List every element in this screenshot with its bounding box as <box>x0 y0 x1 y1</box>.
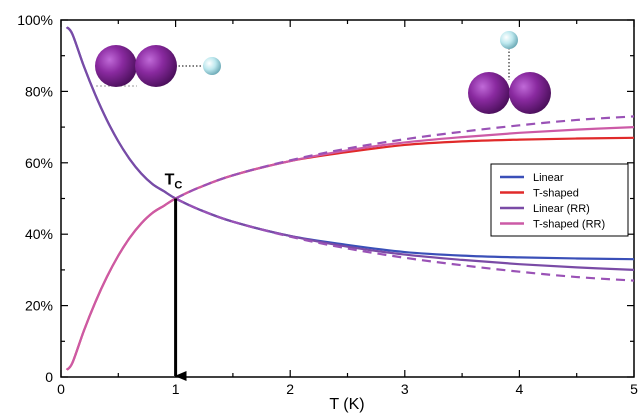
y-tick-label: 40% <box>25 226 53 242</box>
series-line-unnamed-dashed-line-5 <box>175 115 635 200</box>
tshaped-atom-2 <box>509 72 551 114</box>
tc-label-main: T <box>165 172 175 189</box>
tshaped-atom-1 <box>468 72 510 114</box>
legend-label: Linear (RR) <box>533 203 590 215</box>
tshaped-molecule-illustration <box>468 31 551 114</box>
series-line-t-shaped-rr-3 <box>65 126 635 371</box>
linear-atom-2 <box>135 45 177 87</box>
y-tick-label: 60% <box>25 155 53 171</box>
x-tick-label: 3 <box>401 381 409 397</box>
series-line-linear-rr-2 <box>65 26 635 271</box>
x-tick-label: 1 <box>172 381 180 397</box>
x-tick-label: 4 <box>516 381 524 397</box>
x-axis-title: T (K) <box>329 396 364 413</box>
series-lines <box>65 26 635 371</box>
y-tick-label: 0 <box>45 369 53 385</box>
tc-label-sub: C <box>174 180 182 192</box>
series-line-unnamed-dashed-line-4 <box>175 197 635 282</box>
x-axis-ticks: 0 1 2 3 4 5 <box>57 20 638 397</box>
x-tick-label: 5 <box>630 381 638 397</box>
tshaped-light-atom <box>500 31 518 49</box>
x-tick-label: 2 <box>286 381 294 397</box>
legend: Linear T-shaped Linear (RR) T-shaped (RR) <box>490 163 629 237</box>
y-tick-label: 20% <box>25 298 53 314</box>
y-tick-label: 80% <box>25 83 53 99</box>
tc-label: TC <box>165 172 183 192</box>
linear-atom-1 <box>95 45 137 87</box>
linear-light-atom <box>203 57 221 75</box>
linear-molecule-illustration <box>95 45 221 87</box>
legend-label: T-shaped <box>533 188 579 200</box>
y-axis-ticks: 0 20% 40% 60% 80% 100% <box>17 12 634 385</box>
legend-label: Linear <box>533 172 564 184</box>
legend-label: T-shaped (RR) <box>533 219 605 231</box>
y-tick-label: 100% <box>17 12 53 28</box>
x-tick-label: 0 <box>57 381 65 397</box>
